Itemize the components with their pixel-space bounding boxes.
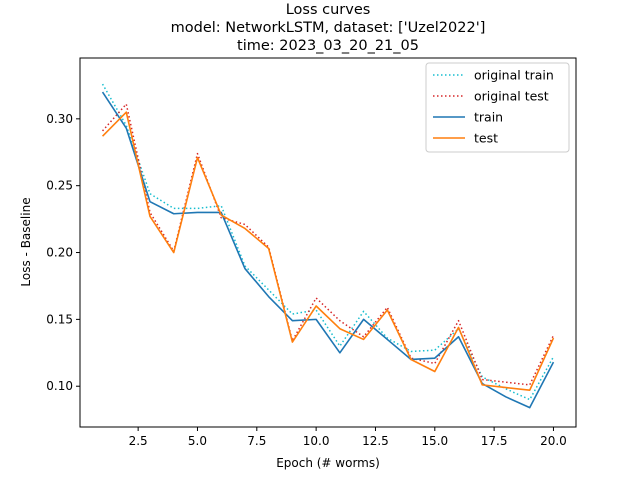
x-tick-label: 12.5	[362, 434, 389, 448]
y-axis-ticks: 0.10 0.15 0.20 0.25 0.30	[46, 112, 80, 393]
legend-label-test: test	[474, 131, 498, 146]
x-tick-label: 7.5	[247, 434, 266, 448]
x-tick-label: 20.0	[540, 434, 567, 448]
y-tick-label: 0.15	[46, 312, 73, 326]
x-axis-ticks: 2.5 5.0 7.5 10.0 12.5 15.0 17.5 20.0	[129, 427, 567, 448]
series-line-test	[101, 111, 555, 392]
legend-label-original-train: original train	[474, 68, 554, 83]
legend: original train original test train test	[425, 62, 570, 153]
series-layer	[101, 83, 555, 409]
x-axis-label: Epoch (# worms)	[276, 456, 380, 470]
x-tick-label: 2.5	[129, 434, 148, 448]
x-tick-label: 17.5	[481, 434, 508, 448]
legend-label-original-test: original test	[474, 89, 549, 104]
y-axis-label: Loss - Baseline	[19, 197, 33, 286]
y-tick-label: 0.30	[46, 112, 73, 126]
legend-box	[425, 62, 570, 153]
legend-label-train: train	[474, 110, 503, 125]
y-tick-label: 0.10	[46, 379, 73, 393]
chart-title-line-3: time: 2023_03_20_21_05	[237, 38, 419, 54]
x-tick-label: 15.0	[421, 434, 448, 448]
x-tick-label: 10.0	[303, 434, 330, 448]
plot-frame	[79, 57, 577, 428]
x-tick-label: 5.0	[188, 434, 207, 448]
y-tick-label: 0.20	[46, 246, 73, 260]
chart-title-line-2: model: NetworkLSTM, dataset: ['Uzel2022'…	[171, 20, 486, 36]
chart-title-line-1: Loss curves	[286, 2, 371, 18]
y-tick-label: 0.25	[46, 179, 73, 193]
